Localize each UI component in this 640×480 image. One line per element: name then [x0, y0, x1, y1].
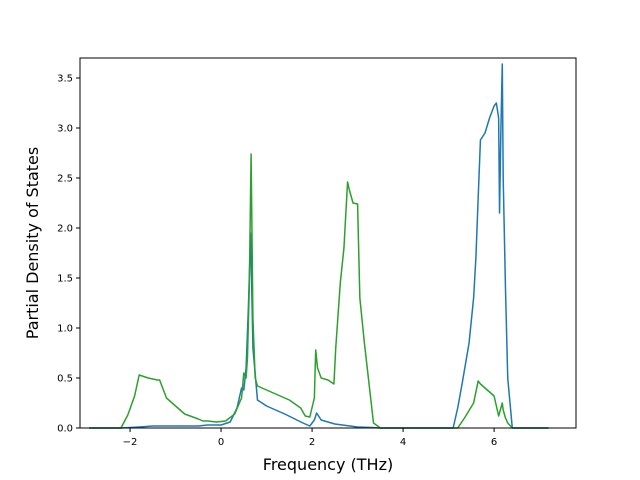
x-ticks: −2 0 2 4 6	[123, 428, 497, 448]
y-tick-label: 0.5	[57, 374, 73, 385]
plot-area-background	[80, 58, 576, 428]
y-tick-label: 2.0	[57, 224, 73, 235]
x-tick-label: 0	[218, 437, 224, 448]
series-layer	[89, 63, 549, 429]
y-tick-label: 1.0	[57, 324, 73, 335]
x-axis-label: Frequency (THz)	[263, 455, 393, 474]
y-axis-label: Partial Density of States	[23, 147, 42, 339]
y-tick-label: 0.0	[57, 424, 73, 435]
y-tick-label: 3.5	[57, 74, 73, 85]
x-tick-label: 6	[491, 437, 497, 448]
y-ticks: 0.0 0.5 1.0 1.5 2.0 2.5 3.0 3.5	[57, 74, 80, 435]
series-line-1	[89, 63, 549, 429]
y-tick-label: 2.5	[57, 174, 73, 185]
y-tick-label: 1.5	[57, 274, 73, 285]
y-tick-label: 3.0	[57, 124, 73, 135]
series-line-2	[89, 153, 549, 429]
x-tick-label: −2	[123, 437, 138, 448]
x-tick-label: 2	[309, 437, 315, 448]
plot-frame	[79, 57, 577, 429]
x-tick-label: 4	[400, 437, 406, 448]
